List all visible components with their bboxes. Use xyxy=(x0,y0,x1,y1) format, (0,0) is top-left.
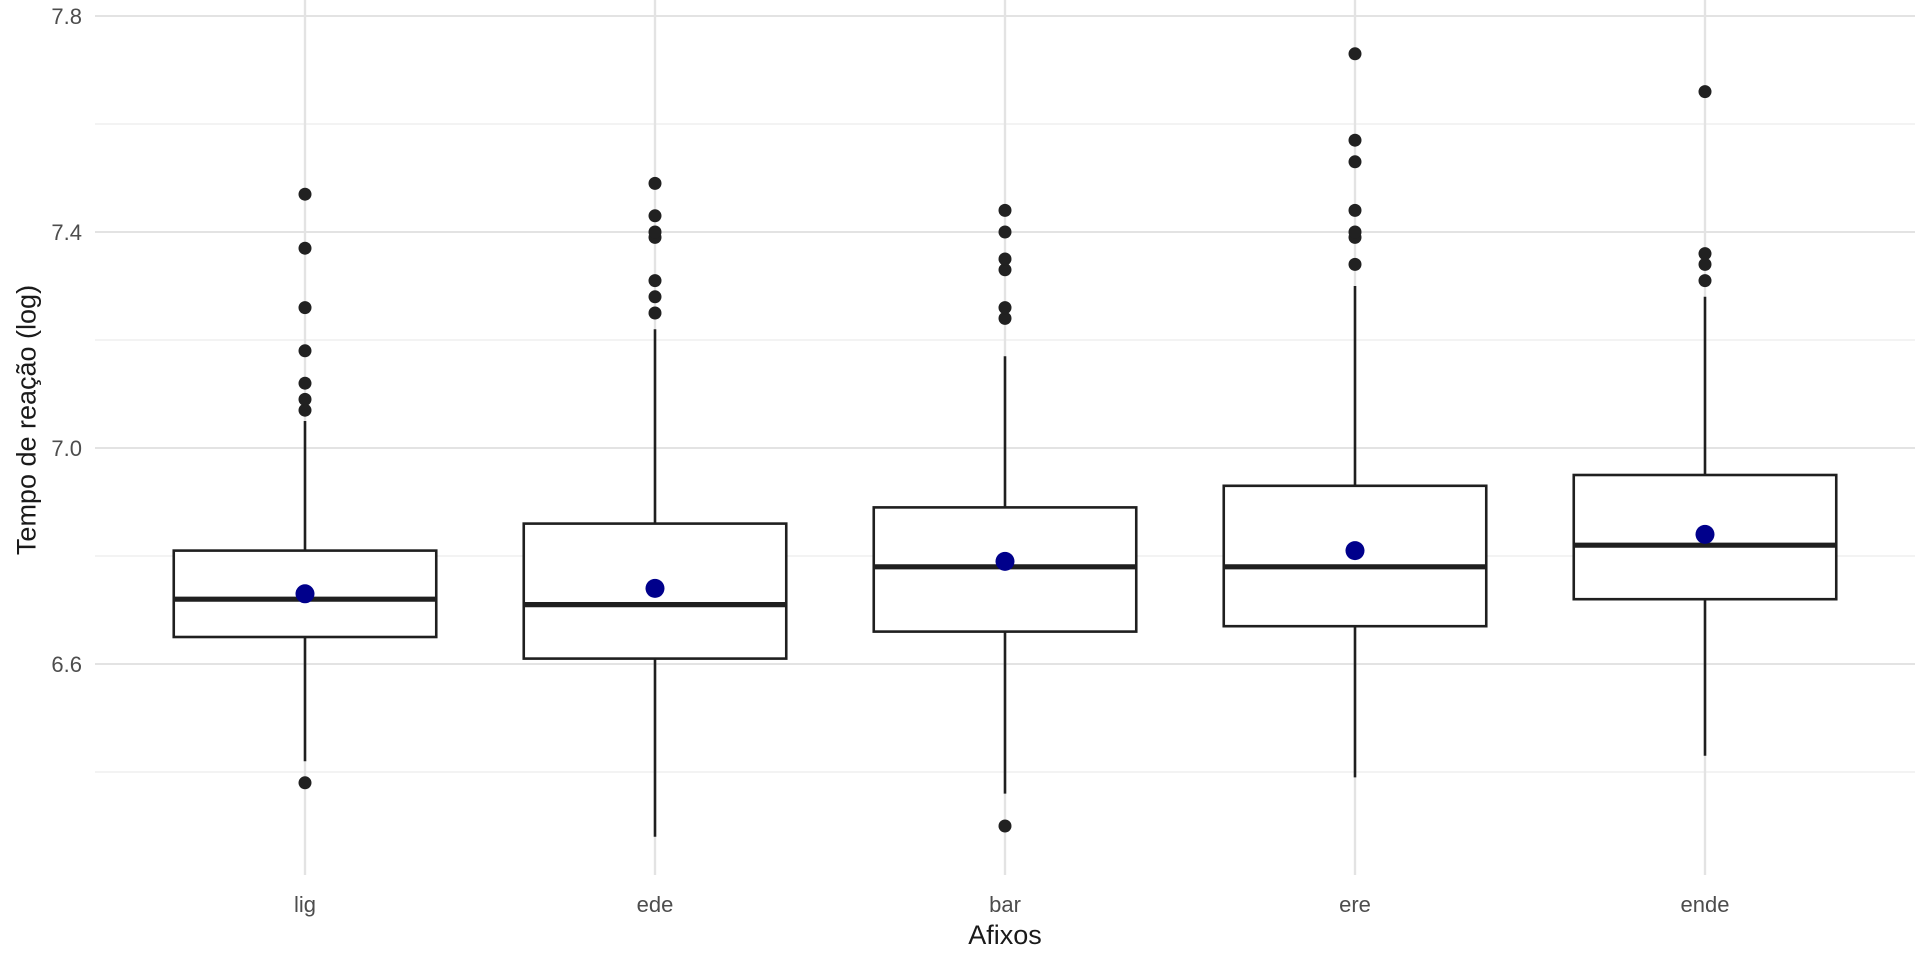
outlier-point-ere xyxy=(1348,133,1362,147)
outlier-point-ende xyxy=(1698,85,1712,99)
outlier-point-ede xyxy=(648,209,662,223)
x-tick-label-ere: ere xyxy=(1339,892,1371,917)
outlier-point-ede xyxy=(648,225,662,239)
outlier-point-lig xyxy=(298,392,312,406)
outlier-point-lig xyxy=(298,403,312,417)
mean-point-lig xyxy=(295,584,315,604)
y-tick-label: 7.4 xyxy=(51,220,82,245)
outlier-point-lig xyxy=(298,187,312,201)
outlier-point-ere xyxy=(1348,257,1362,271)
outlier-point-ede xyxy=(648,176,662,190)
outlier-point-lig xyxy=(298,301,312,315)
outlier-point-bar xyxy=(998,263,1012,277)
outlier-point-lig xyxy=(298,776,312,790)
x-tick-label-lig: lig xyxy=(294,892,316,917)
y-tick-label: 6.6 xyxy=(51,652,82,677)
boxplot-group-ede xyxy=(522,176,788,837)
mean-point-ede xyxy=(645,578,665,598)
mean-point-ere xyxy=(1345,541,1365,561)
mean-point-bar xyxy=(995,551,1015,571)
x-tick-label-ende: ende xyxy=(1681,892,1730,917)
outlier-point-ende xyxy=(1698,247,1712,261)
outlier-point-ede xyxy=(648,306,662,320)
outlier-point-ere xyxy=(1348,203,1362,217)
y-tick-label: 7.0 xyxy=(51,436,82,461)
outlier-point-ere xyxy=(1348,155,1362,169)
outlier-point-ede xyxy=(648,290,662,304)
outlier-point-ede xyxy=(648,274,662,288)
outlier-point-ere xyxy=(1348,47,1362,61)
outlier-point-ere xyxy=(1348,225,1362,239)
outlier-point-bar xyxy=(998,225,1012,239)
outlier-point-lig xyxy=(298,241,312,255)
x-axis-title: Afixos xyxy=(968,920,1042,950)
x-tick-label-ede: ede xyxy=(637,892,674,917)
y-axis-title: Tempo de reação (log) xyxy=(11,284,42,556)
boxplot-group-bar xyxy=(872,203,1138,833)
outlier-point-bar xyxy=(998,252,1012,266)
outlier-point-ende xyxy=(1698,274,1712,288)
outlier-point-bar xyxy=(998,203,1012,217)
outlier-point-bar xyxy=(998,301,1012,315)
outlier-point-ende xyxy=(1698,257,1712,271)
mean-point-ende xyxy=(1695,524,1715,544)
outlier-point-lig xyxy=(298,344,312,358)
outlier-point-bar xyxy=(998,311,1012,325)
x-tick-label-bar: bar xyxy=(989,892,1021,917)
outlier-point-lig xyxy=(298,376,312,390)
y-tick-label: 7.8 xyxy=(51,4,82,29)
outlier-point-bar xyxy=(998,819,1012,833)
boxplot-group-ere xyxy=(1222,47,1488,778)
boxplot-group-lig xyxy=(172,187,438,790)
boxplot-group-ende xyxy=(1572,85,1838,756)
